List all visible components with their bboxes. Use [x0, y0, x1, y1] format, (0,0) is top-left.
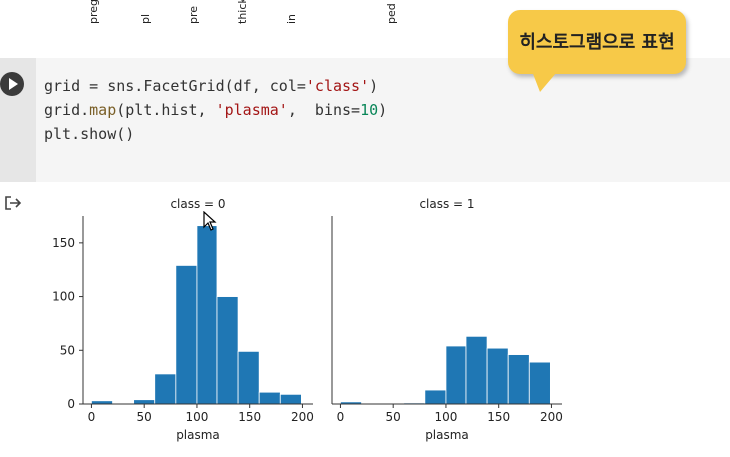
x-axis-label: plasma	[176, 428, 220, 442]
histogram-bar	[486, 347, 509, 405]
callout-bubble	[508, 10, 686, 74]
mouse-cursor-icon	[203, 211, 217, 231]
column-label: ped	[385, 3, 398, 24]
histogram-bar	[216, 296, 239, 405]
histogram-bar	[196, 225, 218, 405]
column-label: pl	[139, 13, 152, 24]
y-tick-label: 150	[52, 236, 75, 250]
histogram-bar	[258, 391, 281, 405]
histogram-facet-grid: 0 50 100 150 200 0 50 100 150 class = 0 plasma 0 50 1…	[52, 197, 563, 442]
code-cell[interactable]: grid = sns.FacetGrid(df, col='class') gr…	[0, 58, 730, 182]
histogram-bar	[237, 350, 260, 405]
x-tick-label: 50	[386, 410, 401, 424]
cell-gutter	[0, 58, 36, 182]
code-line: grid.map(plt.hist, 'plasma', bins=10)	[44, 101, 388, 119]
column-label: thick	[236, 0, 249, 24]
y-tick-label: 100	[52, 290, 75, 304]
histogram-bar	[133, 399, 156, 405]
callout-text: 히스토그램으로 표현	[519, 32, 675, 53]
x-axis-label: plasma	[425, 428, 469, 442]
histogram-bar	[154, 373, 177, 405]
y-tick-label: 0	[67, 397, 75, 411]
histogram-bar	[507, 354, 530, 405]
facet-title: class = 0	[170, 197, 225, 211]
column-label: preg	[87, 0, 100, 24]
callout-tail	[530, 66, 562, 92]
code-line: plt.show()	[44, 125, 135, 143]
histogram-bar	[424, 389, 447, 405]
x-tick-label: 100	[185, 410, 208, 424]
output-redirect-icon[interactable]	[4, 194, 24, 216]
x-tick-label: 200	[540, 410, 563, 424]
x-tick-label: 150	[238, 410, 261, 424]
facet-title: class = 1	[419, 197, 474, 211]
code-editor[interactable]: grid = sns.FacetGrid(df, col='class') gr…	[44, 74, 387, 146]
histogram-bar	[175, 265, 198, 405]
column-label: pre	[187, 5, 200, 24]
x-tick-label: 50	[137, 410, 152, 424]
column-label: in	[285, 13, 298, 24]
histogram-bar	[528, 361, 551, 405]
histogram-bar	[279, 393, 302, 405]
code-line: grid = sns.FacetGrid(df, col='class')	[44, 77, 379, 95]
run-cell-button[interactable]	[0, 72, 24, 96]
histogram-bar	[465, 335, 488, 405]
x-tick-label: 0	[337, 410, 345, 424]
histogram-bar	[445, 345, 467, 405]
x-tick-label: 150	[487, 410, 510, 424]
x-tick-label: 200	[291, 410, 314, 424]
x-tick-label: 0	[88, 410, 96, 424]
x-tick-label: 100	[434, 410, 457, 424]
y-tick-label: 50	[60, 343, 75, 357]
